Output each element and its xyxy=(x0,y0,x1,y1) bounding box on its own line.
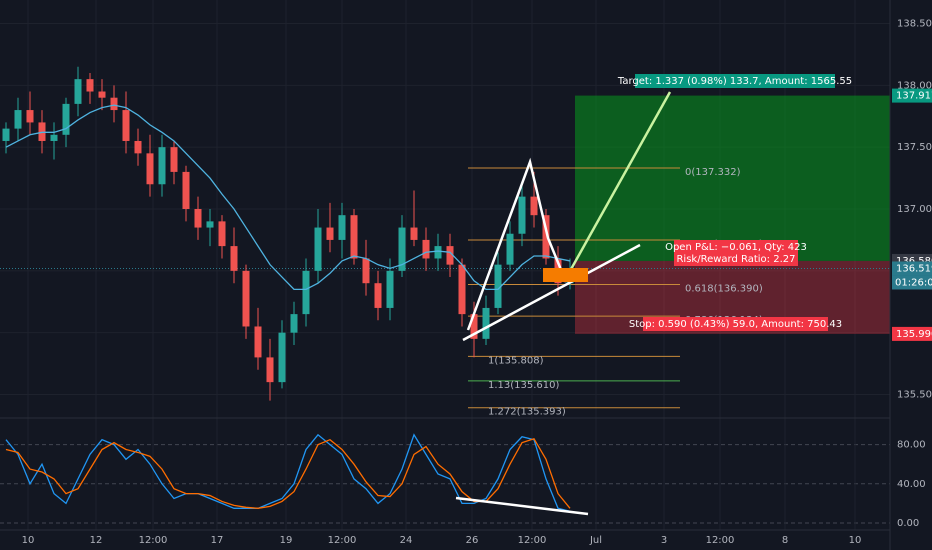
candle-body xyxy=(26,110,34,123)
candle-body xyxy=(182,171,190,209)
candle-body xyxy=(326,227,334,240)
candle-body xyxy=(518,196,526,234)
candle-body xyxy=(362,258,370,284)
x-tick-label: 12:00 xyxy=(139,535,168,546)
position-label: Target: 1.337 (0.98%) 133.7, Amount: 156… xyxy=(617,76,852,87)
candle-body xyxy=(470,314,478,339)
x-tick-label: 24 xyxy=(400,535,413,546)
candle-body xyxy=(374,283,382,308)
x-tick-label: 8 xyxy=(782,535,788,546)
moving-average xyxy=(5,104,571,291)
price-tag xyxy=(892,88,932,103)
entry-box xyxy=(543,268,588,282)
trend-line xyxy=(462,243,641,342)
candle-body xyxy=(302,270,310,315)
x-tick-label: 3 xyxy=(661,535,667,546)
candle-body xyxy=(398,227,406,271)
candle-body xyxy=(422,239,430,259)
stoch-tick-label: 40.00 xyxy=(897,479,926,490)
candle-body xyxy=(242,270,250,327)
candle-body xyxy=(62,103,70,135)
position-label: Open P&L: −0.061, Qty: 423 xyxy=(665,242,807,253)
position-label: Risk/Reward Ratio: 2.27 xyxy=(676,254,795,265)
candle-body xyxy=(278,332,286,383)
position-label: Stop: 0.590 (0.43%) 59.0, Amount: 750.43 xyxy=(629,319,842,330)
x-tick-label: 26 xyxy=(466,535,479,546)
candle-body xyxy=(50,134,58,141)
candle-body xyxy=(158,147,166,185)
pnl-box xyxy=(674,240,798,266)
candle-body xyxy=(266,357,274,383)
x-tick-label: 12 xyxy=(90,535,103,546)
stoch-trend-line xyxy=(455,496,589,516)
candle-body xyxy=(2,128,10,141)
fib-label: 1(135.808) xyxy=(488,355,544,366)
stoch-line xyxy=(5,433,571,512)
price-tag xyxy=(892,326,932,341)
candle-body xyxy=(446,246,454,265)
fib-label: 0(137.332) xyxy=(685,167,741,178)
candle-body xyxy=(530,196,538,216)
candle-body xyxy=(14,110,22,129)
price-tag xyxy=(892,261,932,276)
price-tag-label: 137.917 xyxy=(896,91,932,102)
candle-body xyxy=(110,97,118,111)
target-arrow xyxy=(563,91,672,281)
candle-body xyxy=(338,215,346,240)
x-tick-label: 17 xyxy=(211,535,224,546)
price-tag-label: 136.580 xyxy=(896,256,932,267)
y-tick-label: 135.500 xyxy=(897,390,932,401)
candle-body xyxy=(86,79,94,92)
x-tick-label: 12:00 xyxy=(518,535,547,546)
candle-body xyxy=(458,264,466,315)
stoch-tick-label: 0.00 xyxy=(897,518,919,529)
pattern-lines xyxy=(466,157,568,331)
candle-body xyxy=(218,221,226,247)
candle-body xyxy=(290,314,298,333)
fib-label: 0.618(136.390) xyxy=(685,283,763,294)
drawings xyxy=(455,91,672,516)
price-tag-label: 136.519 xyxy=(896,263,932,274)
candle-body xyxy=(98,91,106,98)
profit-zone xyxy=(575,95,890,261)
candle-body xyxy=(314,227,322,271)
candle-body xyxy=(386,270,394,308)
position-label-box xyxy=(643,317,828,331)
x-tick-label: Jul xyxy=(589,535,602,546)
x-tick-label: 10 xyxy=(849,535,862,546)
candle-body xyxy=(122,110,130,141)
candle-body xyxy=(230,246,238,271)
y-tick-label: 137.500 xyxy=(897,142,932,153)
candle-body xyxy=(134,140,142,154)
position-label-box xyxy=(635,74,835,88)
candle-body xyxy=(170,147,178,172)
candle-body xyxy=(194,209,202,228)
candle-body xyxy=(506,233,514,265)
price-tag-label: 135.990 xyxy=(896,329,932,340)
x-tick-label: 12:00 xyxy=(706,535,735,546)
timer: 01:26:02 xyxy=(895,277,932,288)
candle-body xyxy=(146,153,154,185)
candle-body xyxy=(494,264,502,308)
fib-label: 1.272(135.393) xyxy=(488,407,566,418)
x-tick-label: 19 xyxy=(280,535,293,546)
candle-body xyxy=(434,246,442,259)
stoch-tick-label: 80.00 xyxy=(897,440,926,451)
x-tick-label: 10 xyxy=(22,535,35,546)
fib-label: 1.13(135.610) xyxy=(488,380,560,391)
candle-body xyxy=(206,221,214,228)
candle-body xyxy=(254,326,262,358)
y-tick-label: 137.000 xyxy=(897,204,932,215)
candle-body xyxy=(74,79,82,104)
candle-body xyxy=(410,227,418,240)
candle-body xyxy=(542,215,550,259)
candle-body xyxy=(482,307,490,339)
y-tick-label: 138.000 xyxy=(897,80,932,91)
y-tick-label: 138.500 xyxy=(897,18,932,29)
x-tick-label: 12:00 xyxy=(328,535,357,546)
timer-box xyxy=(892,275,932,290)
candle-body xyxy=(350,215,358,259)
